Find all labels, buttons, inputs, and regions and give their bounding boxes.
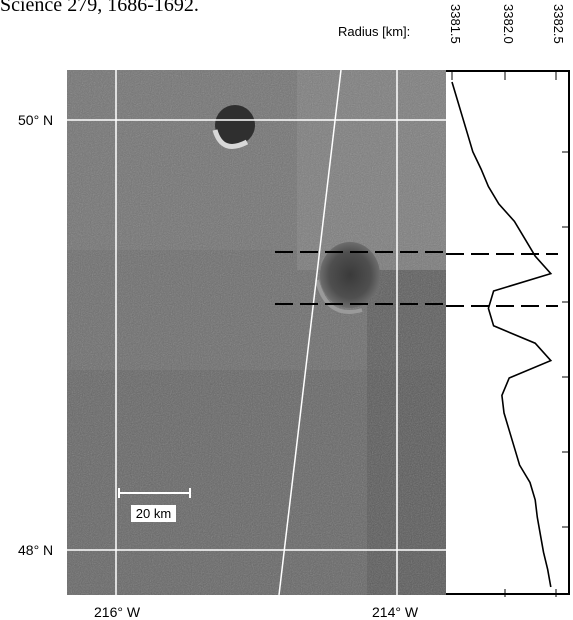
lat-label-50n: 50° N xyxy=(18,112,54,128)
radius-tick-1: 3381.5 xyxy=(448,4,463,44)
surface-svg xyxy=(67,70,446,595)
scale-bar-label: 20 km xyxy=(131,505,176,522)
lon-label-214w: 214° W xyxy=(372,604,419,620)
mars-surface-image xyxy=(67,70,446,595)
profile-series-line xyxy=(451,81,553,588)
radius-axis-label: Radius [km]: xyxy=(338,24,411,39)
lat-label-48n: 48° N xyxy=(18,542,54,558)
radius-tick-2: 3382.0 xyxy=(501,4,516,44)
citation-text: Science 279, 1686-1692. xyxy=(0,0,199,16)
lon-label-216w: 216° W xyxy=(94,604,141,620)
radius-profile-plot xyxy=(446,72,568,597)
radius-profile-panel xyxy=(446,70,570,597)
radius-tick-3: 3382.5 xyxy=(551,4,566,44)
